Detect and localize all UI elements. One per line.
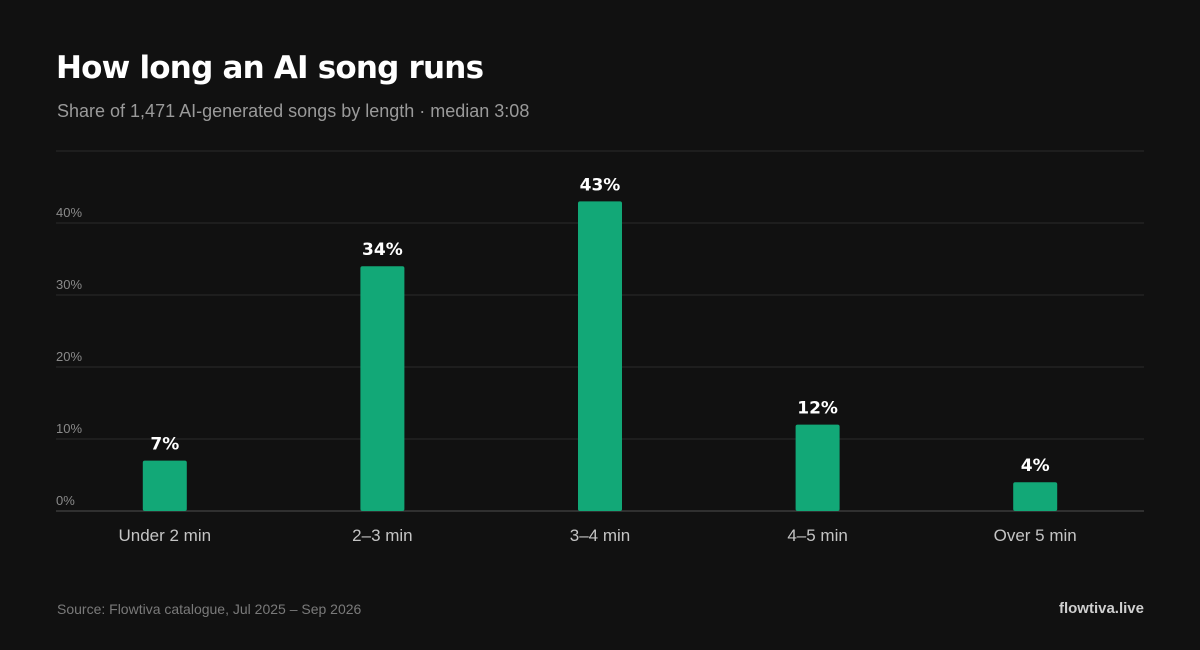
y-tick-label: 40%	[56, 205, 82, 220]
x-category-label: 4–5 min	[787, 526, 847, 545]
y-tick-label: 20%	[56, 349, 82, 364]
x-category-label: Over 5 min	[994, 526, 1077, 545]
x-category-label: Under 2 min	[118, 526, 211, 545]
bar-value-label: 12%	[797, 399, 838, 419]
bar	[795, 424, 840, 511]
bar-value-label: 43%	[580, 175, 621, 195]
chart-title: How long an AI song runs	[56, 50, 484, 86]
y-tick-label: 30%	[56, 277, 82, 292]
y-tick-label: 10%	[56, 421, 82, 436]
bar-value-label: 7%	[150, 435, 179, 455]
value-labels: 7% 34% 43% 12% 4%	[150, 175, 1049, 476]
bar	[578, 201, 622, 511]
bar	[360, 266, 405, 511]
x-category-label: 3–4 min	[570, 526, 630, 545]
brand-link[interactable]: flowtiva.live	[1058, 600, 1144, 617]
y-axis-tick-labels: 0% 10% 20% 30% 40%	[56, 205, 82, 508]
bar	[142, 460, 187, 511]
bar	[1013, 482, 1058, 511]
y-tick-label: 0%	[56, 493, 75, 508]
bar-value-label: 34%	[362, 240, 403, 260]
bar-value-label: 4%	[1021, 456, 1050, 476]
x-category-label: 2–3 min	[352, 526, 412, 545]
bars	[142, 201, 1058, 511]
category-labels: Under 2 min 2–3 min 3–4 min 4–5 min Over 5 m…	[118, 526, 1076, 545]
chart-subtitle: Share of 1,471 AI-generated songs by len…	[57, 101, 530, 121]
source-note: Source: Flowtiva catalogue, Jul 2025 – S…	[57, 601, 362, 617]
